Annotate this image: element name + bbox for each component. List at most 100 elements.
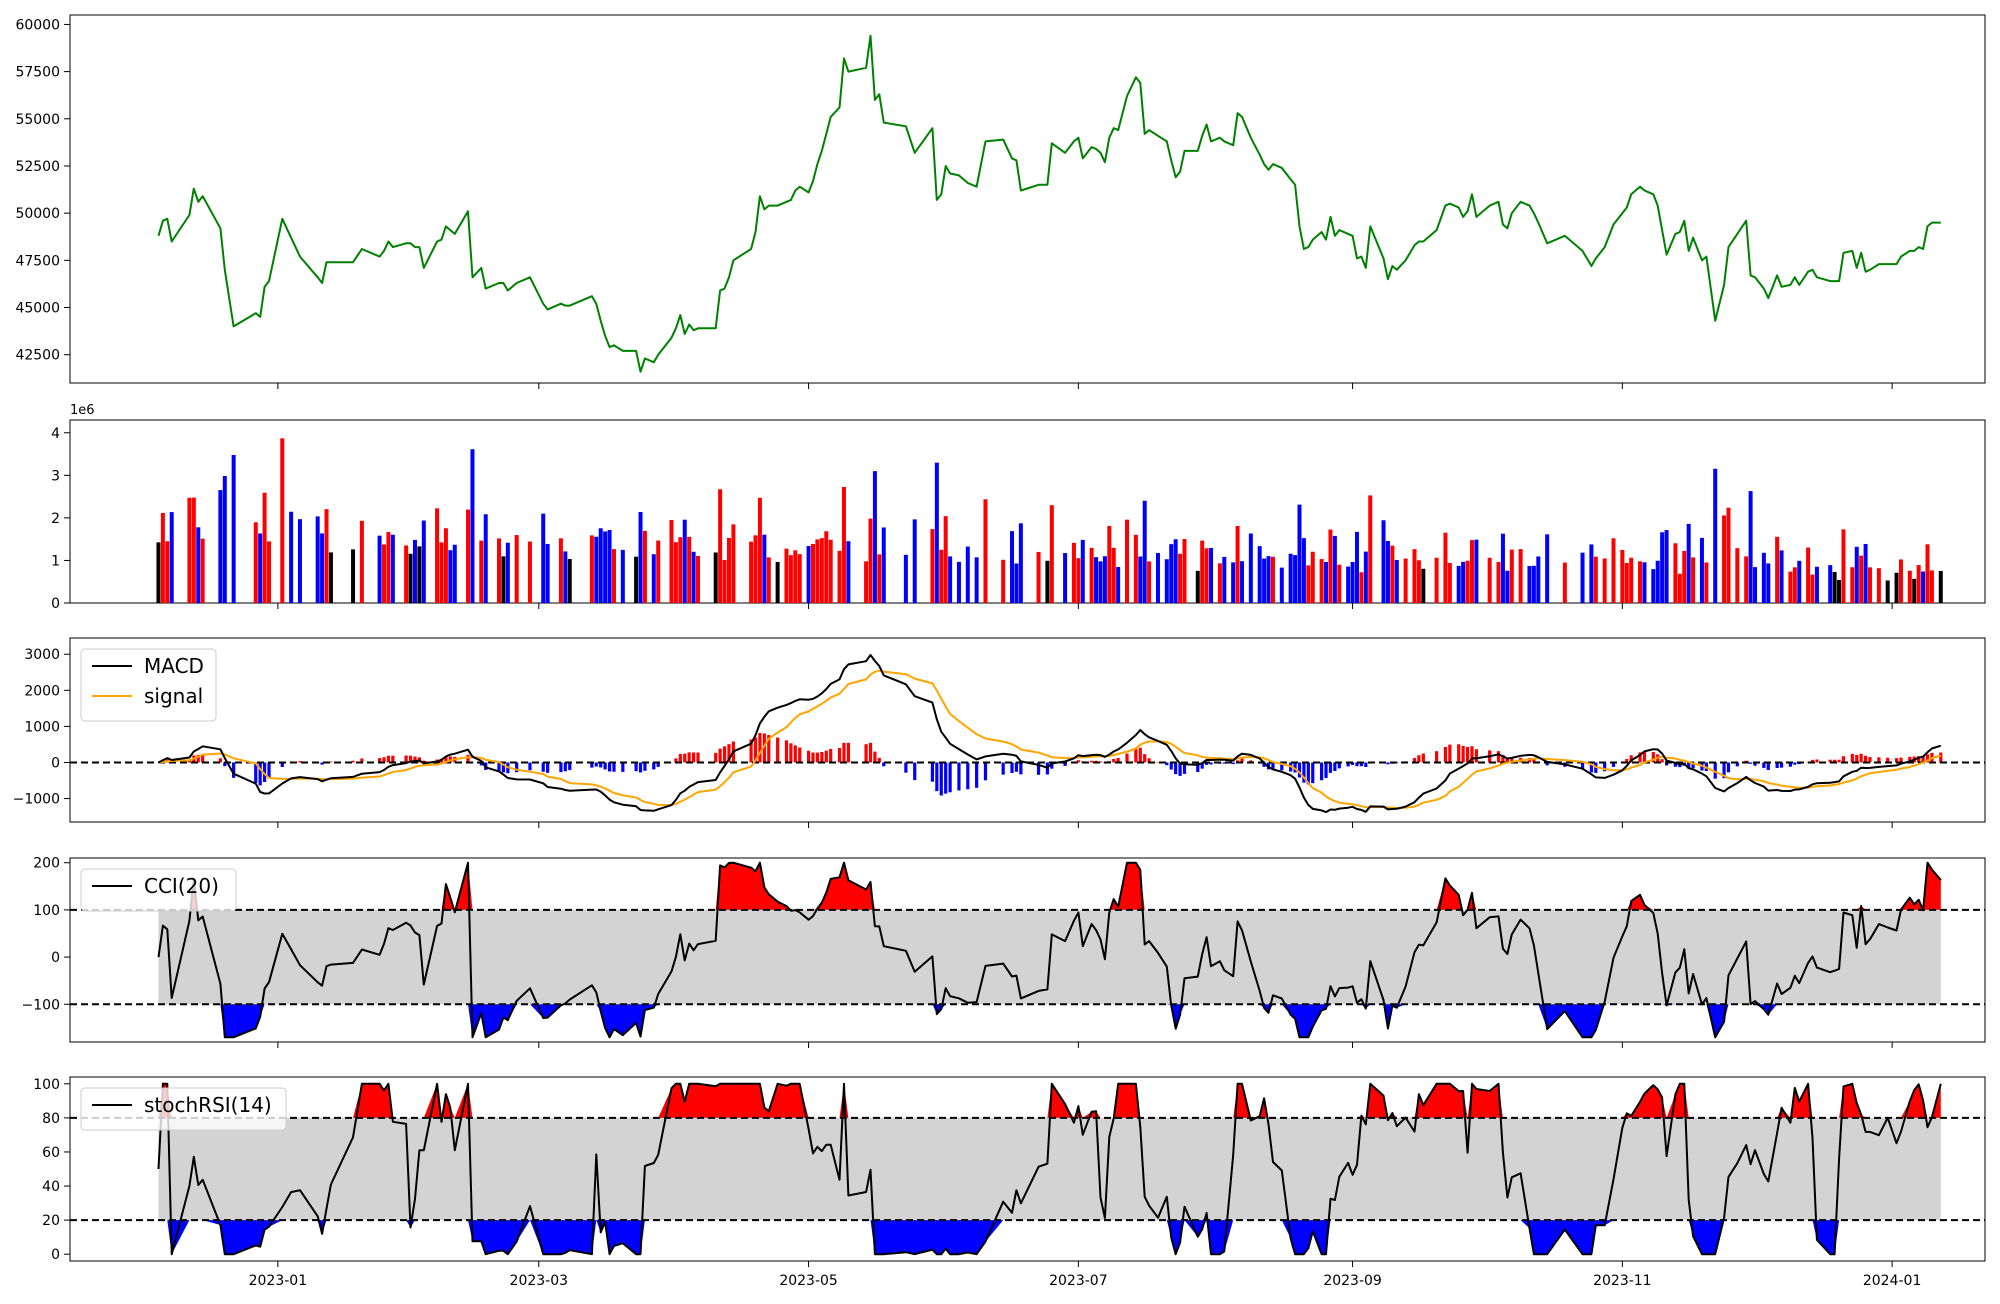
- macd-histogram-bar: [719, 749, 722, 763]
- volume-bar: [360, 521, 364, 603]
- volume-bar: [1815, 567, 1819, 603]
- macd-histogram-bar: [1475, 749, 1478, 762]
- volume-bar: [683, 520, 687, 603]
- volume-bar: [1780, 550, 1784, 603]
- volume-bar: [470, 449, 474, 603]
- volume-bar: [201, 539, 205, 603]
- volume-bar: [1174, 539, 1178, 603]
- volume-bar: [1660, 532, 1664, 603]
- macd-histogram-bar: [612, 762, 615, 771]
- macd-histogram-bar: [838, 748, 841, 762]
- macd-histogram-bar: [864, 744, 867, 762]
- volume-bar: [1505, 571, 1509, 603]
- volume-bar: [1899, 559, 1903, 603]
- volume-bar: [612, 549, 616, 603]
- volume-bar: [1014, 563, 1018, 603]
- macd-histogram-bar: [639, 762, 642, 772]
- macd-histogram-bar: [387, 756, 390, 763]
- macd-histogram-bar: [1170, 762, 1173, 769]
- volume-bar: [678, 537, 682, 603]
- volume-bar: [289, 512, 293, 603]
- macd-histogram-bar: [1139, 748, 1142, 763]
- macd-histogram-bar: [608, 762, 611, 771]
- volume-bar: [935, 463, 939, 603]
- macd-histogram-bar: [913, 762, 916, 780]
- volume-bar: [1488, 558, 1492, 603]
- macd-histogram-bar: [1661, 759, 1664, 762]
- volume-bar: [1811, 575, 1815, 603]
- volume-bar: [643, 531, 647, 603]
- macd-histogram-bar: [634, 762, 637, 771]
- volume-bar: [1147, 561, 1151, 603]
- volume-bar: [603, 531, 607, 603]
- y-tick-label: 52500: [15, 159, 60, 175]
- volume-bar: [758, 498, 762, 603]
- volume-bar: [1417, 560, 1421, 603]
- macd-histogram-bar: [692, 752, 695, 762]
- macd-histogram-bar: [1497, 751, 1500, 762]
- volume-bar: [382, 544, 386, 603]
- y-tick-label: 2: [51, 511, 60, 527]
- volume-bar: [1098, 561, 1102, 603]
- macd-histogram-bar: [1855, 755, 1858, 763]
- volume-bar: [798, 554, 802, 603]
- volume-bar: [1594, 557, 1598, 603]
- volume-bar: [1337, 565, 1341, 603]
- volume-bar: [422, 521, 426, 603]
- volume-bar: [1519, 549, 1523, 603]
- signal-line: [159, 671, 1941, 808]
- panel-3-frame: [70, 638, 1985, 822]
- macd-histogram-bar: [1860, 754, 1863, 763]
- volume-bar: [1749, 491, 1753, 603]
- volume-bar: [1112, 548, 1116, 603]
- macd-histogram-bar: [1462, 746, 1465, 763]
- volume-bar: [479, 541, 483, 603]
- volume-bar: [391, 535, 395, 603]
- macd-histogram-bar: [1422, 754, 1425, 763]
- y-tick-label: 3: [51, 468, 60, 484]
- volume-bar: [280, 438, 284, 603]
- overbought-area: [159, 863, 1941, 910]
- volume-bar: [1841, 529, 1845, 603]
- y-tick-label: 0: [51, 755, 60, 771]
- macd-histogram-bar: [1444, 747, 1447, 763]
- legend-label: stochRSI(14): [144, 1093, 272, 1117]
- volume-bar: [1045, 561, 1049, 603]
- volume-bar: [378, 536, 382, 603]
- y-tick-label: −100: [22, 997, 60, 1013]
- volume-bar: [1324, 562, 1328, 603]
- volume-bar: [674, 542, 678, 603]
- macd-histogram-bar: [696, 753, 699, 763]
- volume-bar: [1461, 562, 1465, 603]
- volume-bar: [1063, 553, 1067, 603]
- macd-histogram-bar: [1767, 762, 1770, 770]
- volume-bar: [1793, 567, 1797, 603]
- y-tick-label: 0: [51, 950, 60, 966]
- legend: CCI(20): [81, 869, 236, 911]
- macd-histogram-bar: [1232, 762, 1235, 764]
- y-tick-label: 80: [42, 1111, 60, 1127]
- volume-bar: [639, 512, 643, 603]
- volume-bar: [723, 560, 727, 603]
- volume-bar: [541, 514, 545, 603]
- volume-bar: [1687, 524, 1691, 603]
- volume-bar: [1346, 567, 1350, 603]
- volume-bar: [528, 542, 532, 603]
- volume-bar: [1019, 523, 1023, 603]
- volume-bar: [1103, 556, 1107, 603]
- volume-bar: [1196, 571, 1200, 603]
- macd-histogram-bar: [652, 762, 655, 769]
- macd-histogram-bar: [1090, 761, 1093, 763]
- volume-bar: [820, 538, 824, 603]
- volume-bar: [793, 550, 797, 603]
- macd-histogram-bar: [1298, 762, 1301, 777]
- volume-bar: [440, 542, 444, 603]
- volume-bar: [983, 499, 987, 603]
- volume-bar: [1107, 526, 1111, 603]
- volume-bar: [687, 537, 691, 603]
- y-tick-label: 100: [33, 903, 60, 919]
- volume-bar: [939, 550, 943, 603]
- volume-bar: [170, 512, 174, 603]
- volume-bar: [1302, 538, 1306, 603]
- x-tick-label: 2024-01: [1863, 1273, 1922, 1289]
